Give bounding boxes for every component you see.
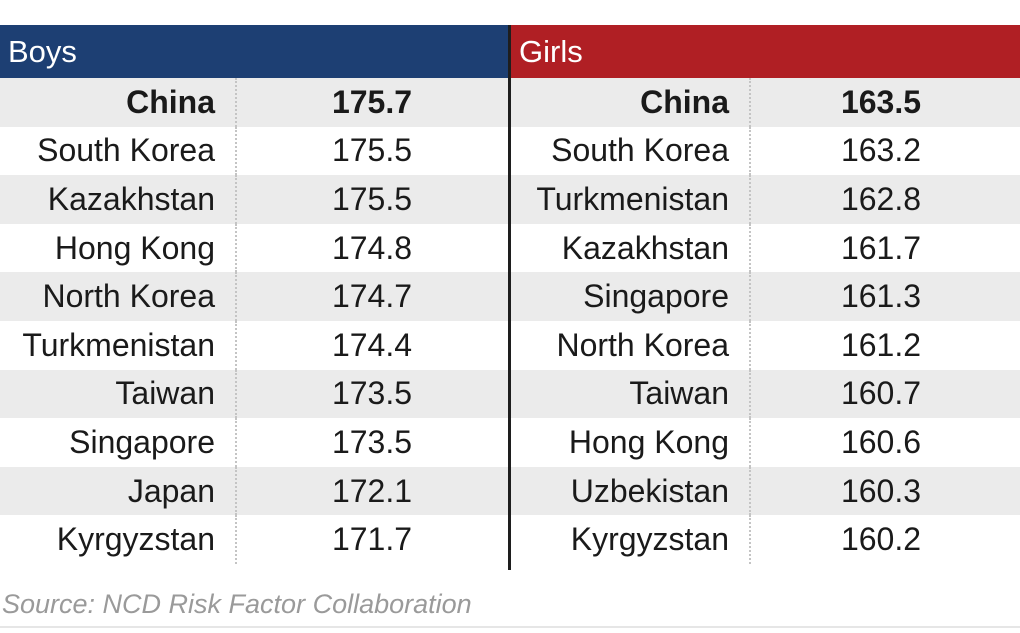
- country-cell: China: [0, 78, 237, 127]
- height-value-cell: 160.7: [840, 375, 922, 412]
- table-row: Japan 172.1: [0, 466, 508, 516]
- country-cell: Hong Kong: [511, 418, 751, 467]
- girls-table: Girls China 163.5 South Korea 163.2 Turkmeni…: [511, 25, 1020, 570]
- table-row: Hong Kong 174.8: [0, 223, 508, 273]
- country-cell: Hong Kong: [0, 223, 237, 273]
- country-cell: Kyrgyzstan: [0, 515, 237, 564]
- country-cell: Japan: [0, 466, 237, 516]
- country-cell: North Korea: [511, 320, 751, 370]
- country-cell: Kyrgyzstan: [511, 515, 751, 564]
- table-row: Singapore 161.3: [511, 272, 1020, 321]
- height-value-cell: 175.5: [331, 180, 413, 217]
- height-value-cell: 162.8: [840, 180, 922, 217]
- height-value-cell: 171.7: [331, 521, 413, 558]
- girls-rows: China 163.5 South Korea 163.2 Turkmenistan 16…: [511, 78, 1020, 564]
- height-value-cell: 160.6: [840, 423, 922, 460]
- table-row: Kyrgyzstan 160.2: [511, 515, 1020, 564]
- country-cell: Turkmenistan: [511, 175, 751, 224]
- country-cell: Kazakhstan: [0, 175, 237, 224]
- table-row: South Korea 175.5: [0, 126, 508, 176]
- height-value-cell: 161.2: [840, 326, 922, 363]
- table-row: South Korea 163.2: [511, 126, 1020, 176]
- country-cell: Singapore: [0, 418, 237, 467]
- height-value-cell: 174.7: [331, 278, 413, 315]
- height-value-cell: 160.2: [840, 521, 922, 558]
- source-note: Source: NCD Risk Factor Collaboration: [2, 589, 472, 619]
- table-row: Uzbekistan 160.3: [511, 466, 1020, 516]
- country-cell: Turkmenistan: [0, 320, 237, 370]
- country-cell: Uzbekistan: [511, 466, 751, 516]
- height-value-cell: 163.5: [840, 83, 922, 120]
- country-cell: Singapore: [511, 272, 751, 321]
- height-value-cell: 173.5: [331, 423, 413, 460]
- country-cell: China: [511, 78, 751, 127]
- height-value-cell: 161.7: [840, 229, 922, 266]
- table-row: China 175.7: [0, 78, 508, 127]
- table-row: Kazakhstan 175.5: [0, 175, 508, 224]
- height-value-cell: 175.5: [331, 132, 413, 169]
- height-value-cell: 175.7: [331, 83, 413, 120]
- height-value-cell: 172.1: [331, 472, 413, 509]
- table-row: North Korea 161.2: [511, 320, 1020, 370]
- country-cell: South Korea: [0, 126, 237, 176]
- table-divider: [508, 25, 511, 570]
- table-row: Kazakhstan 161.7: [511, 223, 1020, 273]
- boys-table: Boys China 175.7 South Korea 175.5 Kazakhsta…: [0, 25, 508, 570]
- country-cell: South Korea: [511, 126, 751, 176]
- girls-header: Girls: [511, 25, 1020, 78]
- height-value-cell: 174.4: [331, 326, 413, 363]
- table-row: Hong Kong 160.6: [511, 418, 1020, 467]
- bottom-rule: [0, 626, 1020, 628]
- height-value-cell: 161.3: [840, 278, 922, 315]
- table-row: North Korea 174.7: [0, 272, 508, 321]
- country-cell: Kazakhstan: [511, 223, 751, 273]
- country-cell: Taiwan: [0, 369, 237, 419]
- table-row: China 163.5: [511, 78, 1020, 127]
- country-cell: Taiwan: [511, 369, 751, 419]
- table-row: Singapore 173.5: [0, 418, 508, 467]
- country-cell: North Korea: [0, 272, 237, 321]
- height-value-cell: 160.3: [840, 472, 922, 509]
- table-row: Taiwan 173.5: [0, 369, 508, 419]
- height-value-cell: 173.5: [331, 375, 413, 412]
- table-row: Taiwan 160.7: [511, 369, 1020, 419]
- boys-header: Boys: [0, 25, 508, 78]
- table-row: Turkmenistan 174.4: [0, 320, 508, 370]
- table-row: Kyrgyzstan 171.7: [0, 515, 508, 564]
- height-value-cell: 174.8: [331, 229, 413, 266]
- table-row: Turkmenistan 162.8: [511, 175, 1020, 224]
- height-value-cell: 163.2: [840, 132, 922, 169]
- boys-rows: China 175.7 South Korea 175.5 Kazakhstan 175.…: [0, 78, 508, 564]
